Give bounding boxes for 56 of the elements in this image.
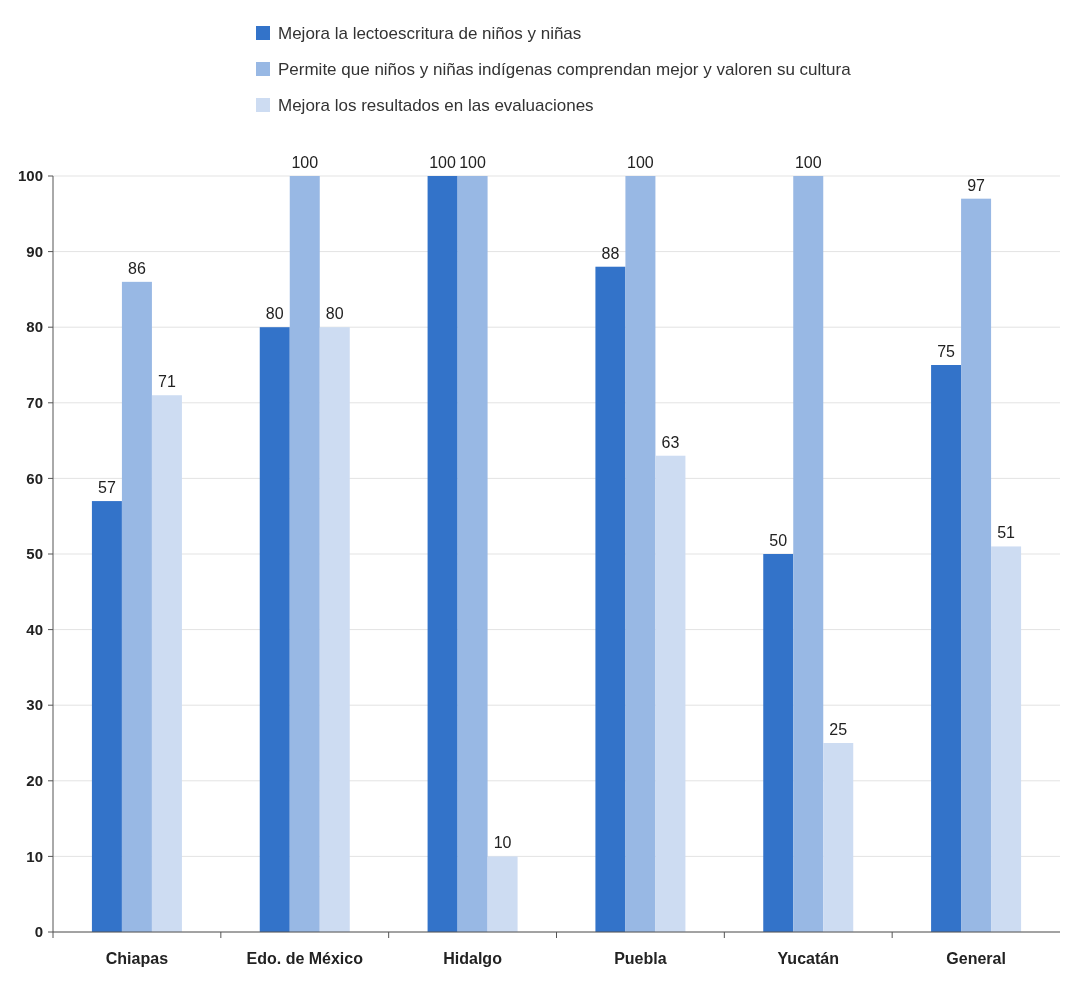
y-tick-label: 20 <box>26 772 43 790</box>
x-tick-label: Puebla <box>614 950 667 967</box>
y-tick-label: 0 <box>34 923 43 941</box>
bar <box>487 856 518 932</box>
x-tick-label: Chiapas <box>105 950 169 967</box>
data-label: 97 <box>967 176 986 194</box>
y-tick-label: 50 <box>26 545 43 563</box>
bar <box>595 266 626 932</box>
y-tick-label: 80 <box>26 318 43 336</box>
data-label: 50 <box>769 532 788 549</box>
x-tick-label: Hidalgo <box>443 950 503 967</box>
data-label: 57 <box>98 479 116 497</box>
data-label: 51 <box>997 524 1016 542</box>
bar <box>121 281 152 932</box>
y-tick-label: 60 <box>26 469 43 487</box>
legend-label: Permite que niños y niñas indígenas comprendan mejor y valoren su cultura <box>278 59 852 79</box>
bar <box>289 176 320 932</box>
data-label: 80 <box>325 305 344 323</box>
data-label: 88 <box>601 244 620 262</box>
y-tick-label: 90 <box>26 242 43 260</box>
y-tick-label: 30 <box>26 696 43 714</box>
y-tick-label: 40 <box>26 620 43 638</box>
bar <box>763 554 794 932</box>
data-label: 100 <box>627 154 654 171</box>
bar <box>793 176 824 932</box>
y-tick-label: 70 <box>26 394 43 412</box>
bar <box>991 546 1022 932</box>
y-tick-label: 10 <box>26 847 43 865</box>
bar <box>625 176 656 932</box>
bar <box>931 365 962 932</box>
bar <box>319 327 350 932</box>
data-label: 100 <box>291 154 319 171</box>
bar <box>151 395 182 932</box>
data-label: 86 <box>128 259 146 277</box>
data-label: 10 <box>493 834 512 852</box>
bar <box>259 327 290 932</box>
x-tick-label: Edo. de México <box>246 950 364 967</box>
data-label: 100 <box>429 154 457 171</box>
data-label: 100 <box>794 154 822 171</box>
legend-label: Mejora los resultados en las evaluaciones <box>278 95 594 115</box>
x-tick-label: Yucatán <box>777 950 839 967</box>
bar <box>427 176 458 932</box>
data-label: 75 <box>937 343 956 360</box>
data-label: 80 <box>265 305 284 323</box>
bar <box>823 743 854 932</box>
legend-label: Mejora la lectoescritura de niños y niñas <box>278 23 582 43</box>
bar <box>961 198 992 932</box>
bar <box>655 455 686 932</box>
data-label: 25 <box>829 721 848 738</box>
x-tick-label: General <box>946 950 1006 967</box>
y-tick-label: 100 <box>17 167 43 185</box>
bar <box>457 176 488 932</box>
data-label: 63 <box>661 433 680 451</box>
data-label: 100 <box>459 154 487 171</box>
data-label: 71 <box>158 373 176 391</box>
bar <box>91 501 122 932</box>
